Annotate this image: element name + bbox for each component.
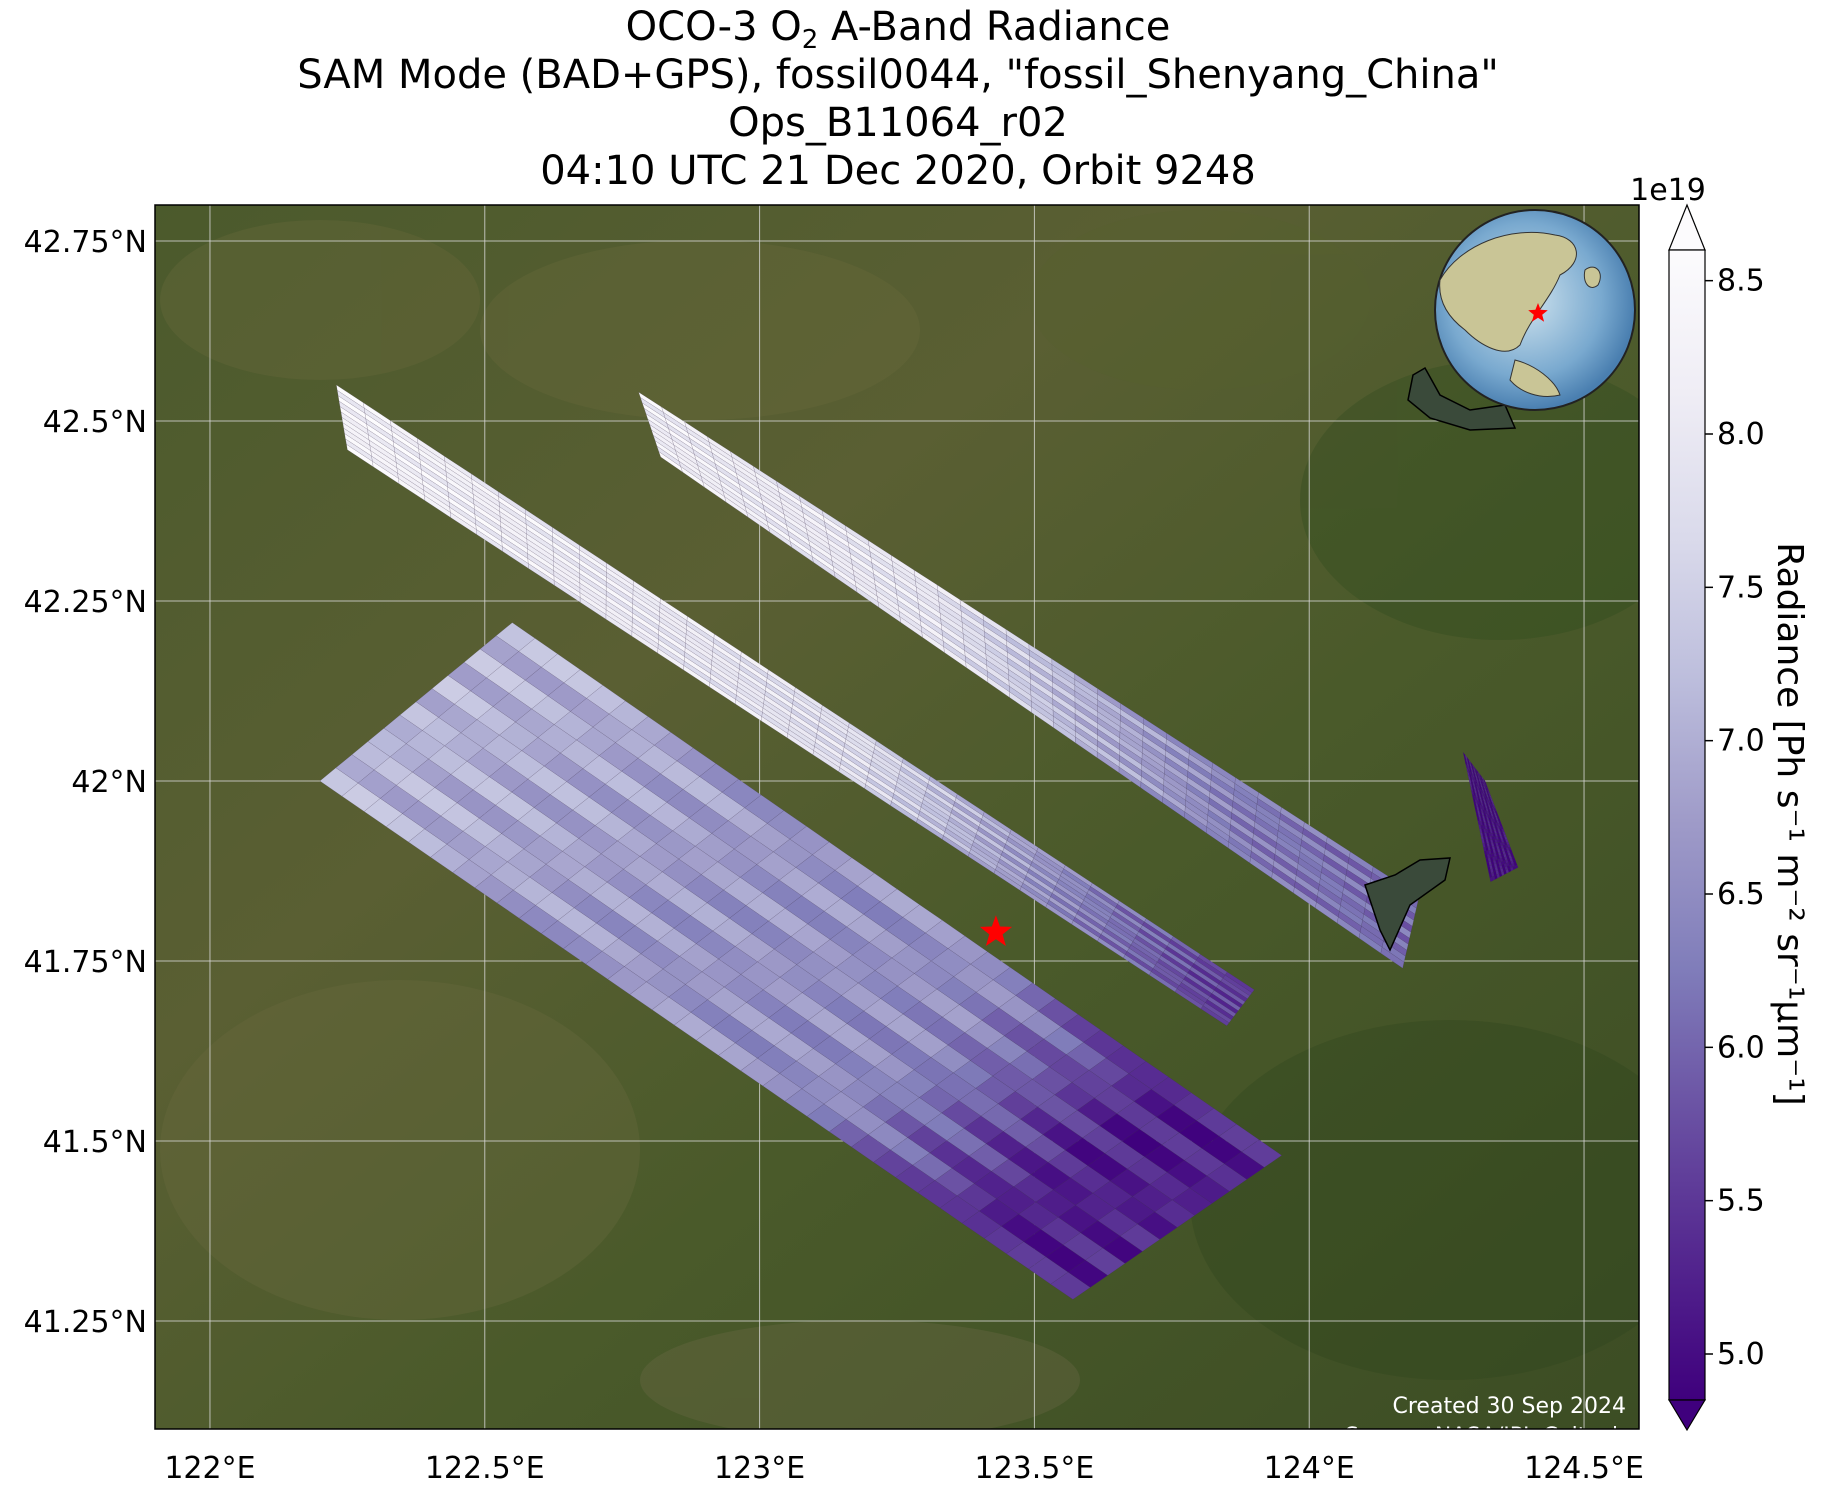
radiance-swaths — [319, 384, 1519, 1300]
y-tick-label: 41.5°N — [43, 1125, 147, 1160]
title-prefix: OCO-3 O — [625, 4, 802, 50]
colorbar-tick-label: 8.5 — [1717, 264, 1765, 299]
x-tick-label: 124°E — [1264, 1451, 1355, 1486]
inset-globe — [1434, 209, 1636, 411]
x-tick-label: 122.5°E — [425, 1451, 545, 1486]
colorbar: 5.0 5.5 6.0 6.5 7.0 7.5 8.0 8.5 1e19 Radiance [… — [1630, 173, 1810, 1432]
globe-land — [1439, 231, 1577, 352]
y-axis-ticks: 41.25°N 41.5°N 41.75°N 42°N 42.25°N 42.5°N 42.… — [24, 225, 147, 1340]
colorbar-tick-label: 8.0 — [1717, 417, 1765, 452]
swath-cell — [1514, 864, 1519, 869]
globe-land-2 — [1509, 359, 1561, 397]
map-area[interactable]: Created 30 Sep 2024 Source: NASA/JPL-Cal… — [154, 204, 1710, 1449]
swath-cell — [1241, 1139, 1283, 1168]
colorbar-scale-label: 1e19 — [1630, 173, 1706, 208]
x-tick-label: 122°E — [164, 1451, 255, 1486]
swath — [1462, 752, 1519, 883]
y-tick-label: 42.25°N — [24, 585, 147, 620]
swath — [319, 622, 1283, 1300]
colorbar-extend-bottom — [1667, 1399, 1707, 1432]
title-suffix: A-Band Radiance — [818, 4, 1171, 50]
credit-source: Source: NASA/JPL-Caltech — [1345, 1424, 1626, 1449]
y-tick-label: 41.25°N — [24, 1305, 147, 1340]
title-subscript: 2 — [801, 25, 819, 55]
y-tick-label: 41.75°N — [24, 945, 147, 980]
map-frame — [154, 204, 1640, 1430]
colorbar-tick-label: 5.5 — [1717, 1184, 1765, 1219]
globe-land-3 — [1583, 266, 1601, 288]
globe-star-icon — [1528, 303, 1548, 322]
colorbar-tick-label: 5.0 — [1717, 1337, 1765, 1372]
chart-title-line-3: Ops_B11064_r02 — [728, 100, 1068, 146]
y-tick-label: 42°N — [71, 765, 147, 800]
colorbar-label: Radiance [Ph s⁻¹ m⁻² sr⁻¹μm⁻¹] — [1769, 542, 1810, 1105]
swath — [638, 391, 1420, 969]
colorbar-tick-label: 6.0 — [1717, 1030, 1765, 1065]
y-tick-label: 42.75°N — [24, 225, 147, 260]
credit-created: Created 30 Sep 2024 — [1393, 1394, 1627, 1419]
chart-title-line-4: 04:10 UTC 21 Dec 2020, Orbit 9248 — [540, 148, 1256, 194]
x-tick-label: 123.5°E — [974, 1451, 1094, 1486]
swath — [336, 384, 1255, 1027]
x-tick-label: 123°E — [714, 1451, 805, 1486]
swath-cell — [1380, 946, 1405, 969]
chart-title-line-1: OCO-3 O2 A-Band Radiance — [155, 4, 1641, 63]
colorbar-tick-label: 6.5 — [1717, 877, 1765, 912]
colorbar-ticks: 5.0 5.5 6.0 6.5 7.0 7.5 8.0 8.5 — [1705, 264, 1765, 1372]
terrain-texture — [160, 210, 1639, 1429]
colorbar-body — [1668, 249, 1706, 1401]
swath-cell — [1200, 1005, 1230, 1027]
colorbar-tick-label: 7.0 — [1717, 724, 1765, 759]
reservoir-outline — [1364, 366, 1517, 952]
red-star-icon — [979, 915, 1013, 946]
colorbar-tick-label: 7.5 — [1717, 570, 1765, 605]
x-axis-ticks: 122°E 122.5°E 123°E 123.5°E 124°E 124.5°E — [164, 1451, 1644, 1486]
x-tick-label: 124.5°E — [1524, 1451, 1644, 1486]
chart-title-line-2: SAM Mode (BAD+GPS), fossil0044, "fossil_… — [297, 52, 1499, 98]
colorbar-extend-top — [1668, 203, 1706, 251]
y-tick-label: 42.5°N — [43, 405, 147, 440]
